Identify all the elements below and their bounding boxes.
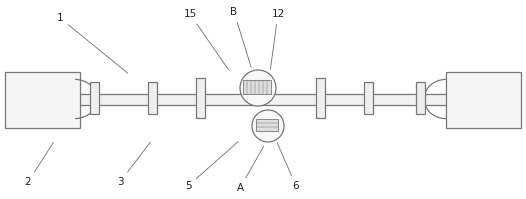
Text: 3: 3 <box>117 142 150 187</box>
Bar <box>90 82 99 114</box>
Bar <box>416 82 425 114</box>
Text: 5: 5 <box>185 142 238 191</box>
Text: B: B <box>230 7 251 67</box>
Text: 2: 2 <box>25 142 54 187</box>
Text: 12: 12 <box>270 9 285 69</box>
Text: 6: 6 <box>277 142 299 191</box>
Bar <box>148 82 157 114</box>
Text: 15: 15 <box>184 9 228 70</box>
Bar <box>243 80 271 94</box>
Bar <box>256 119 278 131</box>
Circle shape <box>252 110 284 142</box>
Bar <box>446 72 521 128</box>
Bar <box>18 94 508 104</box>
Circle shape <box>240 70 276 106</box>
Text: A: A <box>237 146 264 193</box>
Text: 1: 1 <box>57 13 128 73</box>
Bar <box>5 72 80 128</box>
Bar <box>316 78 325 118</box>
Bar <box>364 82 373 114</box>
Bar <box>196 78 205 118</box>
